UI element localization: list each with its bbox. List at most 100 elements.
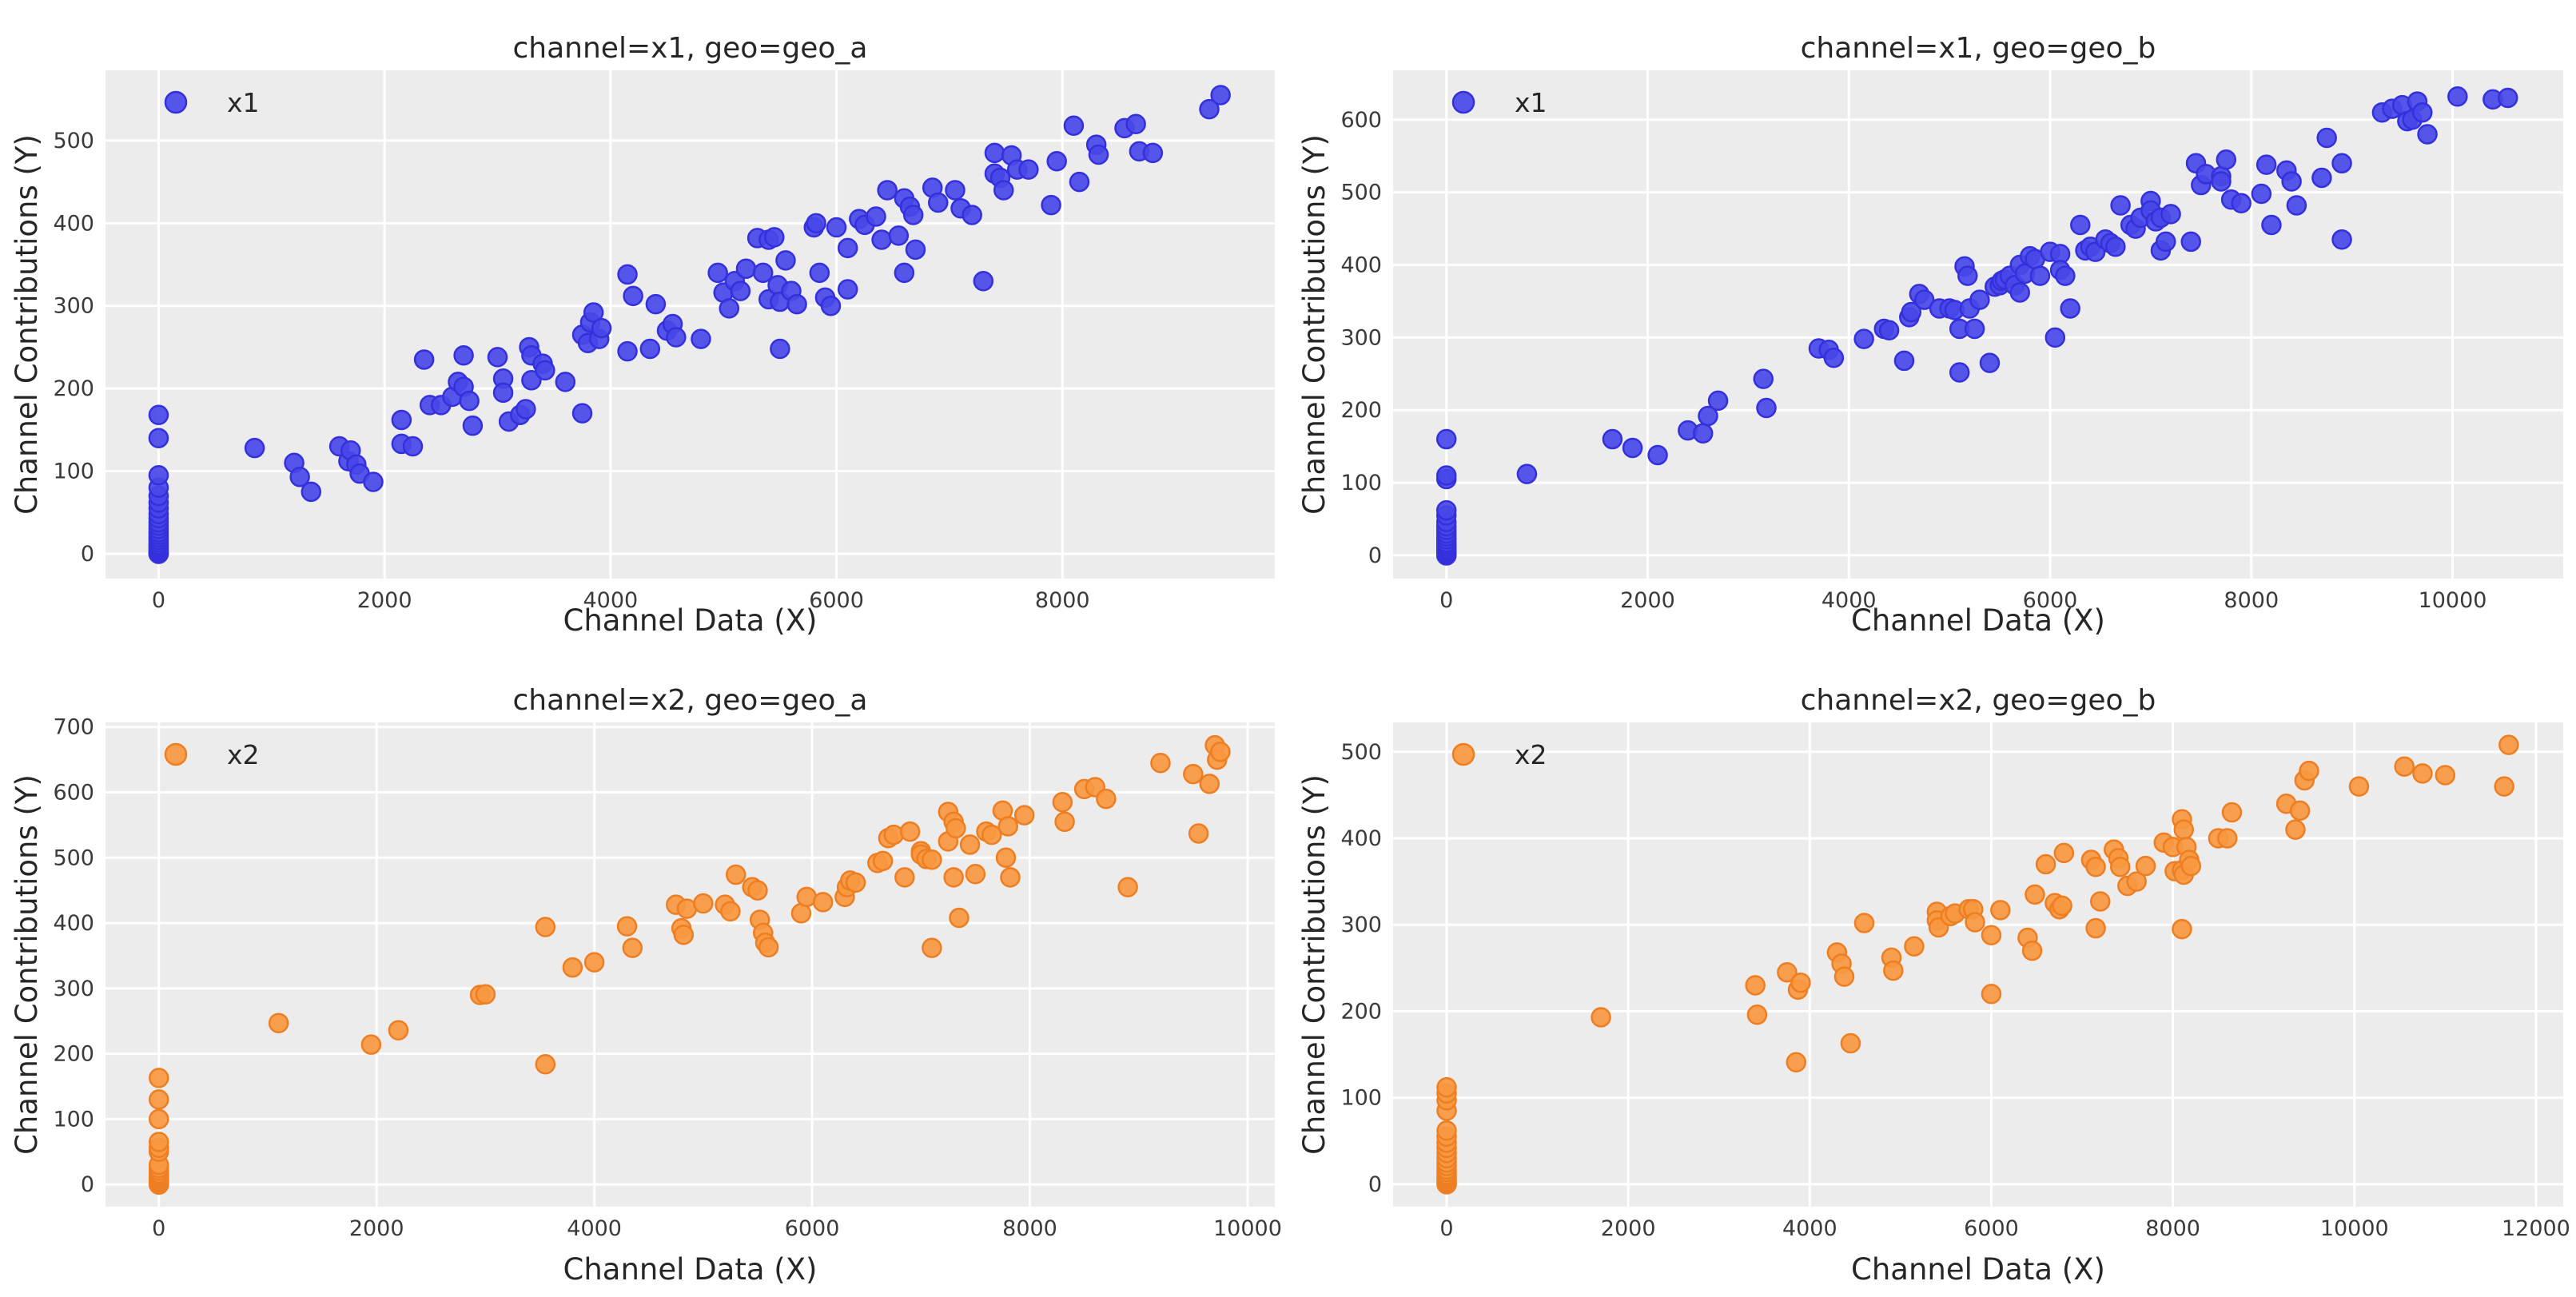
- chart-canvas: 0 2000 4000 6000 8000 10000 12000 0 100 200 300 400…: [1297, 684, 2570, 1287]
- scatter-point: [1041, 194, 1061, 216]
- scatter-point: [1893, 350, 1915, 372]
- scatter-point: [1000, 867, 1021, 888]
- scatter-point: [1199, 774, 1220, 794]
- scatter-point: [2173, 819, 2195, 840]
- scatter-point: [973, 270, 994, 292]
- scatter-point: [872, 850, 894, 872]
- scatter-point: [997, 816, 1019, 837]
- scatter-point: [2025, 884, 2045, 905]
- scatter-point: [735, 258, 757, 279]
- scatter-point: [1746, 1005, 1768, 1025]
- scatter-point: [148, 464, 169, 486]
- scatter-point: [1435, 465, 1457, 486]
- scatter-point: [1622, 437, 1643, 459]
- x-tick-label: 2000: [1620, 588, 1675, 613]
- scatter-point: [1904, 936, 1925, 957]
- scatter-point: [2180, 231, 2201, 253]
- scatter-point: [622, 937, 643, 958]
- scatter-point: [462, 415, 484, 436]
- scatter-point: [871, 229, 892, 250]
- scatter-point: [1436, 1120, 1457, 1141]
- scatter-point: [562, 957, 583, 978]
- scatter-point: [2085, 917, 2106, 939]
- scatter-point: [1878, 320, 1900, 341]
- scatter-point: [1142, 142, 1164, 164]
- scatter-point: [1210, 742, 1231, 762]
- scatter-point: [984, 142, 1005, 164]
- scatter-point: [949, 907, 969, 929]
- scatter-point: [2172, 918, 2192, 940]
- scatter-point: [2316, 127, 2337, 149]
- scatter-point: [2261, 214, 2282, 236]
- scatter-point: [2221, 802, 2243, 823]
- scatter-point: [475, 984, 496, 1005]
- scatter-point: [1435, 428, 1457, 450]
- legend-label: x1: [1515, 87, 1547, 118]
- scatter-point: [1833, 966, 1855, 987]
- y-tick-label: 400: [53, 911, 94, 936]
- scatter-point: [1698, 405, 1718, 427]
- scatter-point: [2035, 853, 2056, 875]
- y-tick-label: 200: [1340, 398, 1382, 423]
- y-axis-label: Channel Contributions (Y): [1297, 774, 1332, 1155]
- x-tick-label: 4000: [567, 1216, 622, 1241]
- scatter-point: [2044, 327, 2066, 348]
- scatter-point: [2053, 842, 2075, 864]
- scatter-point: [617, 264, 638, 285]
- y-tick-label: 600: [1340, 108, 1382, 133]
- scatter-point: [1647, 444, 1668, 466]
- scatter-point: [1913, 289, 1935, 310]
- x-tick-label: 12000: [2502, 1216, 2570, 1241]
- plot-area: [106, 70, 1275, 579]
- scatter-point: [1990, 900, 2011, 921]
- scatter-point: [720, 901, 741, 922]
- scatter-point: [268, 1013, 289, 1033]
- y-tick-label: 100: [53, 460, 94, 484]
- scatter-point: [148, 404, 169, 425]
- scatter-point: [1692, 423, 1714, 444]
- x-tick-label: 6000: [809, 588, 864, 613]
- scatter-point: [2135, 855, 2156, 877]
- scatter-point: [902, 205, 924, 225]
- chart-canvas: 0 2000 4000 6000 8000 0 100 200 300 400 500 channel…: [10, 32, 1275, 638]
- x-tick-label: 0: [1439, 1216, 1453, 1241]
- x-tick-label: 8000: [2145, 1216, 2200, 1241]
- scatter-point: [583, 302, 604, 323]
- scatter-point: [571, 403, 593, 424]
- scatter-point: [899, 821, 921, 842]
- scatter-point: [1054, 811, 1075, 833]
- scatter-point: [826, 217, 847, 238]
- scatter-point: [2394, 756, 2415, 777]
- scatter-point: [1753, 368, 1774, 389]
- scatter-point: [1069, 171, 1090, 193]
- x-tick-label: 10000: [1213, 1216, 1282, 1241]
- legend-marker: [164, 90, 188, 114]
- scatter-point: [360, 1034, 382, 1055]
- scatter-point: [1707, 390, 1729, 412]
- y-tick-label: 500: [53, 129, 94, 153]
- scatter-point: [1853, 328, 1874, 349]
- y-tick-label: 200: [1340, 999, 1382, 1024]
- scatter-point: [962, 205, 982, 225]
- scatter-point: [1777, 961, 1798, 983]
- scatter-point: [388, 1020, 409, 1040]
- y-tick-label: 500: [53, 845, 94, 870]
- scatter-point: [693, 893, 714, 914]
- scatter-point: [2109, 856, 2131, 877]
- chart-title: channel=x2, geo=geo_a: [513, 684, 868, 717]
- legend-marker: [164, 742, 188, 766]
- y-tick-label: 700: [53, 715, 94, 740]
- scatter-point: [837, 237, 858, 259]
- scatter-point: [666, 327, 687, 348]
- scatter-point: [2126, 871, 2147, 892]
- x-tick-label: 8000: [2224, 588, 2279, 613]
- scatter-point: [2447, 86, 2468, 107]
- scatter-point: [1117, 877, 1138, 897]
- scatter-point: [1199, 98, 1220, 120]
- scatter-point: [1436, 1076, 1457, 1098]
- scatter-point: [2009, 282, 2030, 303]
- scatter-point: [1591, 1007, 1611, 1028]
- scatter-point: [1840, 1032, 1861, 1054]
- scatter-point: [1957, 265, 1978, 286]
- scatter-point: [148, 1132, 169, 1152]
